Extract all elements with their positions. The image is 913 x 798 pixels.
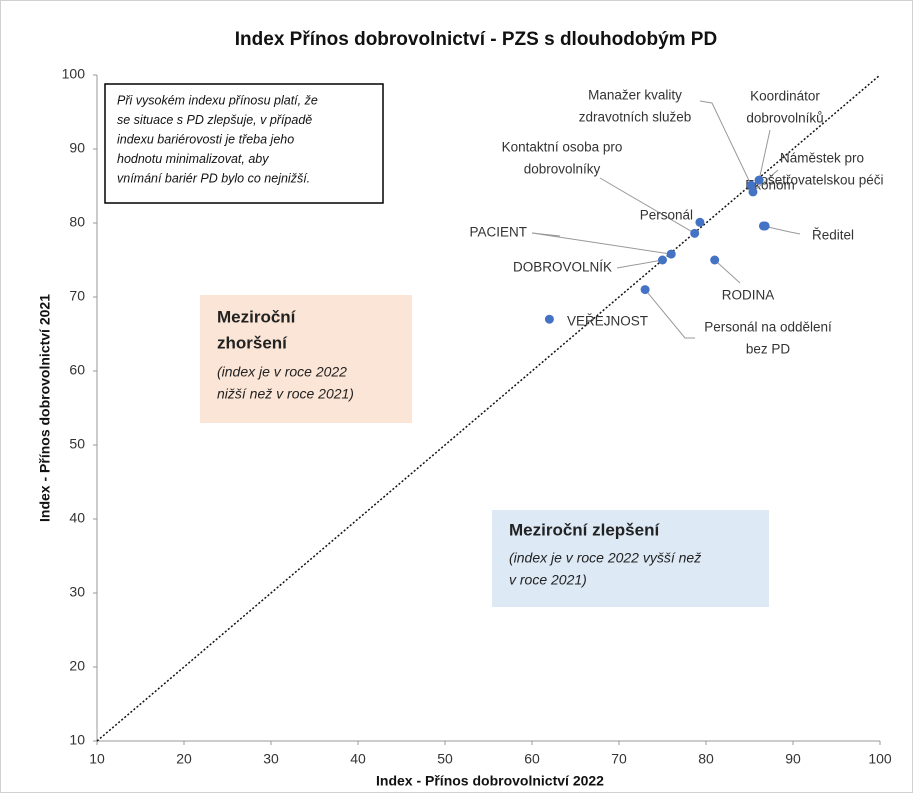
x-tick-label: 20 bbox=[176, 751, 192, 767]
leader-line bbox=[714, 259, 741, 284]
y-tick-label: 90 bbox=[69, 140, 85, 156]
y-tick-label: 70 bbox=[69, 288, 85, 304]
point bbox=[666, 249, 676, 259]
x-tick-label: 40 bbox=[350, 751, 366, 767]
point-label: Personál bbox=[640, 208, 693, 223]
point-label: dobrovolníků bbox=[746, 111, 823, 126]
y-tick-label: 60 bbox=[69, 362, 85, 378]
region-title: zhoršení bbox=[217, 333, 288, 352]
point-label: Náměstek pro bbox=[780, 151, 864, 166]
point bbox=[710, 255, 720, 265]
chart-title: Index Přínos dobrovolnictví - PZS s dlou… bbox=[235, 29, 717, 50]
y-tick-label: 20 bbox=[69, 658, 85, 674]
point-label: DOBROVOLNÍK bbox=[513, 260, 612, 275]
region-worse-box bbox=[200, 295, 412, 423]
point bbox=[658, 255, 667, 265]
note-text: hodnotu minimalizovat, aby bbox=[117, 152, 269, 166]
region-text: (index je v roce 2022 bbox=[217, 364, 347, 380]
note-box bbox=[104, 83, 384, 204]
leader-line bbox=[644, 289, 695, 339]
leader-line bbox=[616, 259, 663, 269]
leader-line bbox=[758, 129, 771, 181]
x-tick-label: 90 bbox=[785, 751, 801, 767]
region-title: Meziroční bbox=[217, 307, 297, 326]
note-text: indexu bariérovosti je třeba jeho bbox=[117, 132, 294, 146]
x-tick-label: 50 bbox=[437, 751, 453, 767]
point bbox=[544, 314, 554, 324]
region-text: (index je v roce 2022 vyšší než bbox=[509, 550, 701, 566]
note-text: se situace s PD zlepšuje, v případě bbox=[117, 113, 312, 127]
point bbox=[748, 187, 758, 197]
point-label: dobrovolníky bbox=[524, 162, 601, 177]
y-tick-label: 50 bbox=[69, 436, 85, 452]
point-label: ošetřovatelskou péči bbox=[760, 173, 883, 188]
region-text: v roce 2021) bbox=[509, 572, 587, 588]
region-title: Meziroční zlepšení bbox=[509, 520, 660, 539]
note-text: Při vysokém indexu přínosu platí, že bbox=[117, 93, 318, 107]
point-label: VEŘEJNOST bbox=[567, 314, 648, 329]
y-tick-label: 10 bbox=[69, 732, 85, 748]
leader-line bbox=[763, 225, 801, 235]
note-text: vnímání bariér PD bylo co nejnižší. bbox=[117, 171, 310, 185]
x-tick-label: 100 bbox=[868, 751, 892, 767]
y-axis-label: Index - Přínos dobrovolnictví 2021 bbox=[37, 294, 53, 522]
point-label: Koordinátor bbox=[750, 89, 820, 104]
x-tick-label: 30 bbox=[263, 751, 279, 767]
leader-line bbox=[599, 177, 695, 234]
point-label: bez PD bbox=[746, 342, 791, 357]
point bbox=[758, 221, 768, 231]
point bbox=[690, 228, 700, 238]
region-text: nižší než v roce 2021) bbox=[217, 386, 354, 402]
region-better-box bbox=[492, 510, 769, 607]
x-tick-label: 10 bbox=[89, 751, 105, 767]
point-label: Ředitel bbox=[812, 228, 854, 243]
y-tick-label: 100 bbox=[62, 66, 86, 82]
point-label: Manažer kvality bbox=[588, 88, 682, 103]
y-tick-label: 40 bbox=[69, 510, 85, 526]
point-label: Personál na oddělení bbox=[704, 320, 832, 335]
leader-line bbox=[531, 232, 672, 255]
point-label: Kontaktní osoba pro bbox=[502, 140, 623, 155]
y-tick-label: 80 bbox=[69, 214, 85, 230]
x-axis-label: Index - Přínos dobrovolnictví 2022 bbox=[376, 773, 604, 789]
y-tick-label: 30 bbox=[69, 584, 85, 600]
leader-line bbox=[752, 169, 779, 193]
x-tick-label: 80 bbox=[698, 751, 714, 767]
point bbox=[695, 217, 705, 227]
x-tick-label: 70 bbox=[611, 751, 627, 767]
x-tick-label: 60 bbox=[524, 751, 540, 767]
leader-line bbox=[699, 100, 752, 186]
point bbox=[754, 175, 764, 185]
point-label: PACIENT bbox=[469, 225, 527, 240]
point-label: zdravotních služeb bbox=[579, 110, 692, 125]
point-label: RODINA bbox=[722, 288, 775, 303]
point bbox=[640, 285, 650, 295]
